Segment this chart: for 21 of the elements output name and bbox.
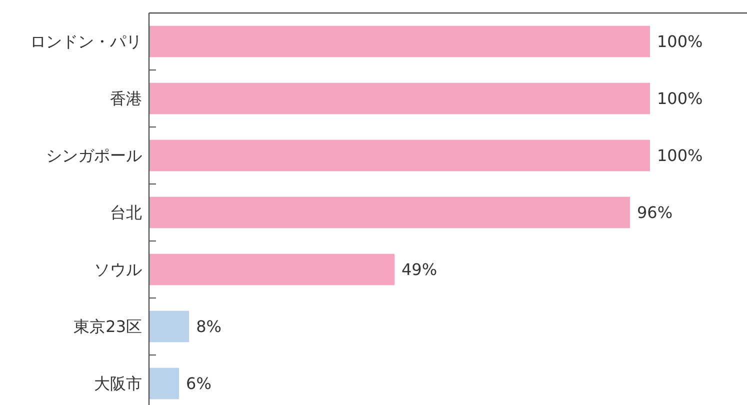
data-label: 100%	[657, 89, 703, 108]
y-tick-label: ロンドン・パリ	[30, 32, 142, 52]
data-label: 49%	[401, 260, 438, 280]
y-tick-label: 大阪市	[94, 374, 142, 394]
bar	[149, 368, 180, 400]
y-tick-label: シンガポール	[46, 146, 142, 166]
data-label: 8%	[196, 317, 222, 336]
y-tick-label: 台北	[110, 203, 142, 222]
bar	[149, 196, 630, 228]
data-label: 100%	[657, 32, 703, 52]
bar	[149, 310, 190, 342]
y-tick-label: 香港	[110, 89, 142, 108]
y-tick-label: ソウル	[94, 260, 142, 280]
bar	[149, 26, 650, 58]
bar	[149, 254, 394, 286]
data-label: 6%	[186, 374, 212, 394]
bar	[149, 82, 650, 114]
y-tick-label: 東京23区	[74, 317, 142, 336]
data-label: 96%	[636, 203, 673, 222]
data-label: 100%	[657, 146, 703, 166]
bar	[149, 140, 650, 172]
